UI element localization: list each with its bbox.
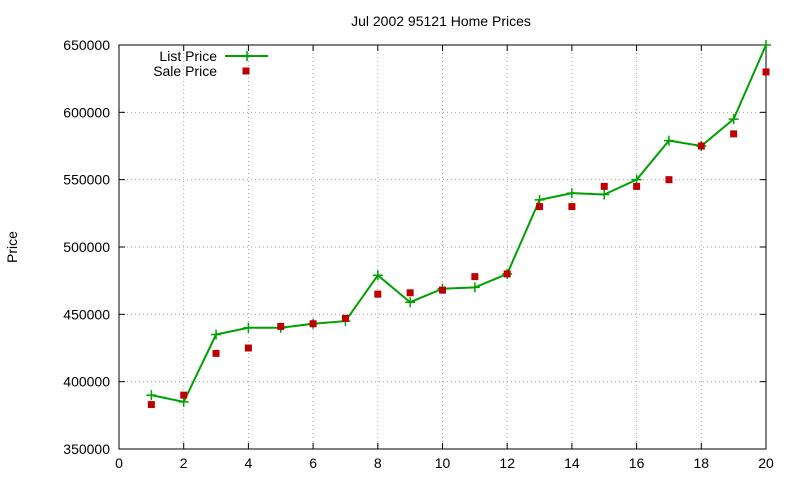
y-tick-label: 550000 xyxy=(63,172,110,188)
x-tick-label: 10 xyxy=(435,455,451,471)
list-price-point xyxy=(599,189,610,200)
sale-price-point xyxy=(697,142,705,150)
y-tick-label: 450000 xyxy=(63,306,110,322)
sale-price-point xyxy=(147,401,155,409)
series-sale-price xyxy=(147,68,770,409)
grid-lines xyxy=(119,45,766,449)
y-axis-label: Price xyxy=(4,231,20,263)
legend: List Price Sale Price xyxy=(153,48,268,79)
sale-price-point xyxy=(277,322,285,330)
legend-label-sale-price: Sale Price xyxy=(153,63,217,79)
x-tick-label: 2 xyxy=(180,455,188,471)
list-price-point xyxy=(663,135,674,146)
sale-price-point xyxy=(374,290,382,298)
list-price-point xyxy=(243,322,254,333)
list-price-point xyxy=(469,282,480,293)
sale-price-point xyxy=(439,286,446,294)
x-tick-label: 6 xyxy=(309,455,317,471)
x-tick-label: 4 xyxy=(245,455,253,471)
sale-price-point xyxy=(568,203,576,211)
list-price-point xyxy=(372,270,383,281)
sale-price-point xyxy=(341,314,349,322)
sale-price-point xyxy=(244,344,252,352)
y-tick-label: 600000 xyxy=(63,104,110,120)
x-tick-label: 20 xyxy=(758,455,774,471)
sale-price-point xyxy=(309,320,317,328)
y-tick-label: 650000 xyxy=(63,37,110,53)
sale-price-point xyxy=(180,391,188,399)
sale-price-point xyxy=(536,203,544,211)
legend-marker-sale-price xyxy=(242,67,250,75)
sale-price-point xyxy=(633,182,641,190)
x-tick-label: 0 xyxy=(115,455,123,471)
sale-price-point xyxy=(762,68,770,76)
list-price-point xyxy=(146,390,157,401)
axis-ticks xyxy=(118,44,767,450)
sale-price-point xyxy=(665,176,673,184)
sale-price-point xyxy=(471,273,479,281)
list-price-point xyxy=(566,188,577,199)
chart-title: Jul 2002 95121 Home Prices xyxy=(351,13,531,29)
x-tick-label: 12 xyxy=(499,455,515,471)
x-tick-label: 18 xyxy=(694,455,710,471)
y-tick-label: 400000 xyxy=(63,374,110,390)
list-price-point xyxy=(211,329,222,340)
y-tick-label: 350000 xyxy=(63,441,110,457)
y-tick-labels: 350000 400000 450000 500000 550000 600000 6500… xyxy=(63,37,110,457)
x-tick-label: 8 xyxy=(374,455,382,471)
legend-marker-list-price xyxy=(242,51,252,61)
list-price-point xyxy=(728,114,739,125)
x-tick-labels: 0 2 4 6 8 10 12 14 16 18 20 xyxy=(115,455,774,471)
list-price-line xyxy=(151,44,767,404)
series-list-price xyxy=(146,40,771,407)
list-price-point xyxy=(405,297,416,308)
sale-price-point xyxy=(730,130,738,138)
sale-price-point xyxy=(600,182,608,190)
sale-price-point xyxy=(212,349,220,357)
sale-price-point xyxy=(406,289,414,297)
x-tick-label: 14 xyxy=(564,455,580,471)
legend-label-list-price: List Price xyxy=(159,48,217,64)
y-tick-label: 500000 xyxy=(63,239,110,255)
list-price-point xyxy=(761,40,771,50)
x-tick-label: 16 xyxy=(629,455,645,471)
sale-price-point xyxy=(503,270,511,278)
